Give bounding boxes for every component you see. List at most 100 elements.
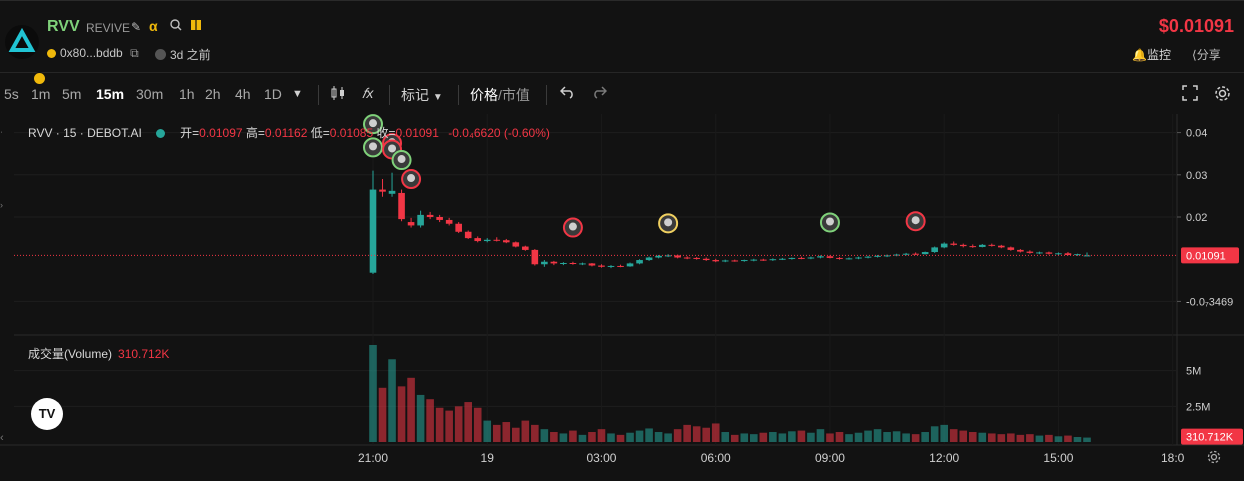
undo-icon[interactable] [559,85,576,102]
high-label: 高= [245,126,265,140]
time-tick-label: 06:00 [701,451,731,465]
candle-body [836,257,843,259]
volume-bar [445,410,453,442]
volume-bar [864,430,872,442]
collapse-arrow-icon[interactable]: ‹ [0,432,4,444]
volume-bar [1045,434,1053,442]
price-toggle[interactable]: 价格/市值 [470,85,530,105]
candle-body [645,257,653,261]
volume-bar [873,429,882,442]
volume-legend: 成交量(Volume) 310.712K [28,345,169,362]
gear-icon[interactable] [1207,450,1221,469]
volume-bar [531,424,539,442]
candle-body [550,261,558,264]
candle-body [912,253,919,255]
indicator-button[interactable]: 𝑓x [362,85,374,101]
candle-body [769,259,777,261]
price-tick-label: 0.03 [1186,170,1207,182]
volume-bar [397,386,406,442]
search-icon[interactable] [170,19,182,34]
chain-badge-icon [33,72,46,85]
candle-body [522,246,529,250]
alpha-icon[interactable]: α [149,18,158,34]
candle-icon[interactable] [330,85,346,104]
redo-icon[interactable] [591,85,608,102]
volume-bar [550,432,558,442]
volume-bar [949,429,958,442]
candle-body [845,258,853,260]
volume-bar [1064,435,1072,442]
volume-bar [797,430,806,442]
chain-dot-icon [47,49,56,58]
token-address[interactable]: 0x80...bddb ⧉ [47,46,139,61]
volume-bar [559,433,568,442]
current-price: $0.01091 [1158,16,1234,36]
candle-body [379,189,386,192]
volume-bar [473,407,482,442]
candle-body [1026,251,1034,253]
volume-bar [740,433,749,442]
volume-bar [854,432,863,442]
candle-body [998,245,1005,248]
volume-bar [978,432,987,442]
candle-body [817,256,824,258]
candle-body [712,260,720,262]
legend-title: RVV · 15 · DEBOT.AI [28,126,142,140]
timeframe-30m[interactable]: 30m [136,86,164,102]
volume-bar [883,432,891,442]
timeframe-1h[interactable]: 1h [179,86,195,102]
volume-bar [816,429,825,442]
candle-body [502,240,510,243]
timeframe-2h[interactable]: 2h [205,86,221,102]
timeframe-1d[interactable]: 1D [264,86,282,102]
volume-bar [959,430,968,442]
candle-body [531,249,539,265]
candle-body [1036,252,1043,254]
volume-bar [1083,437,1091,442]
copy-icon[interactable]: ⧉ [130,46,139,60]
candle-body [398,192,405,220]
price-tick-label: -0.0₇3469 [1186,296,1233,308]
token-name: REVIVE [86,21,131,35]
volume-bar [683,424,691,442]
fullscreen-icon[interactable] [1182,85,1198,104]
ohlc-legend: RVV · 15 · DEBOT.AI 开=0.01097 高=0.01162 … [28,124,550,141]
pencil-icon[interactable]: ✎ [131,20,142,34]
token-logo [5,25,46,85]
timeframe-5s[interactable]: 5s [4,86,19,102]
timeframe-1m[interactable]: 1m [31,86,51,102]
candle-body [369,189,377,273]
candle-body [445,219,453,224]
tradingview-logo[interactable]: TV [31,398,63,430]
candle-body [721,260,729,262]
timeframe-5m[interactable]: 5m [62,86,82,102]
share-button[interactable]: ⟨分享 [1192,46,1221,63]
book-icon[interactable] [190,19,202,34]
watch-label: 监控 [1146,48,1171,62]
timeframe-15m[interactable]: 15m [96,86,125,102]
volume-bar [388,359,396,442]
volume-bar [597,429,606,442]
mark-dropdown[interactable]: 标记 ▼ [401,85,443,105]
volume-bar [492,424,501,442]
volume-bar [988,433,996,442]
caret-down-icon[interactable]: ▼ [292,88,303,100]
timeframe-4h[interactable]: 4h [235,86,251,102]
open-value: 0.01097 [199,126,243,140]
volume-bar [540,429,549,442]
volume-bar [769,432,777,442]
gear-icon[interactable] [1214,85,1231,105]
volume-bar [1073,437,1082,442]
watch-button[interactable]: 🔔监控 [1132,46,1171,63]
volume-tick-label: 5M [1186,366,1201,378]
candle-body [569,263,577,264]
volume-bar [483,420,492,442]
time-tick-label: 03:00 [586,451,616,465]
candle-body [921,252,929,255]
toolbar-divider [389,85,390,105]
volume-bar [759,432,768,442]
left-edge-mark: ˈ [0,130,3,140]
volume-bar [730,434,739,442]
toolbar-divider [318,85,319,105]
